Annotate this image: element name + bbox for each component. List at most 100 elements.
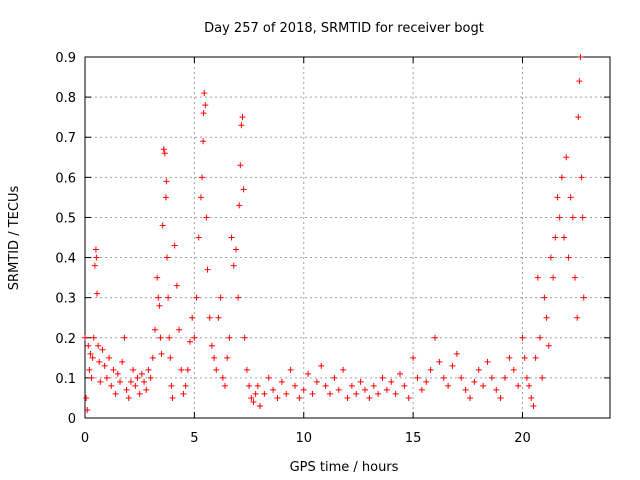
data-point [96,358,103,365]
data-point [84,406,91,413]
data-point [401,382,408,389]
data-point [274,394,281,401]
data-point [114,370,121,377]
x-tick-label: 15 [405,431,422,446]
data-point [563,154,570,161]
data-point [322,382,329,389]
data-point [467,394,473,401]
data-point [545,342,552,349]
data-point [257,402,263,409]
data-point [125,394,132,401]
data-point [222,382,228,389]
data-point [224,354,231,361]
data-point [202,102,209,109]
data-point [318,362,325,369]
data-point [182,382,189,389]
data-point [88,374,95,381]
data-point [327,390,333,397]
data-point [375,390,382,397]
data-point [397,370,403,377]
data-point [191,334,198,341]
data-point [195,234,202,241]
data-point [189,314,196,321]
data-point [232,246,239,253]
data-point [165,294,172,301]
y-tick-label: 0.5 [55,211,76,226]
data-point [357,378,364,385]
x-tick-label: 5 [190,431,198,446]
data-point [184,366,191,373]
data-point [300,386,307,393]
data-point [331,374,338,381]
data-point [265,374,272,381]
data-point [119,358,126,365]
data-point [157,334,164,341]
data-point [155,294,162,301]
data-point [90,334,97,341]
data-point [154,274,161,281]
data-point [152,326,158,333]
data-point [226,334,233,341]
data-point [579,214,586,221]
data-point [103,374,110,381]
data-point [484,358,491,365]
data-point [462,386,469,393]
data-point [453,350,460,357]
data-point [458,374,465,381]
data-point [427,366,434,373]
data-point [506,354,513,361]
data-point [200,138,207,145]
data-point [240,186,247,193]
data-point [204,266,211,273]
data-point [110,366,117,373]
data-point [82,334,88,341]
data-point [161,150,168,157]
data-point [252,390,259,397]
data-point [344,394,351,401]
data-point [164,254,171,261]
data-point [156,302,163,309]
data-point [432,334,438,341]
data-point [532,354,539,361]
data-point [449,362,456,369]
data-point [106,354,113,361]
data-point [163,178,170,185]
data-point [193,294,200,301]
data-point [510,366,517,373]
data-point [168,382,175,389]
data-point [236,202,243,209]
data-point [405,394,412,401]
data-point [335,386,342,393]
data-point [292,382,298,389]
data-point [141,378,148,385]
y-axis-label: SRMTID / TECUs [7,186,22,291]
data-point [305,370,312,377]
data-point [147,374,154,381]
data-point [238,122,245,129]
data-point [313,378,320,385]
data-point [578,174,585,181]
data-point [410,354,417,361]
data-point [201,90,208,97]
data-point [576,78,583,85]
data-point [230,262,237,269]
data-point [558,174,565,181]
data-point [87,350,94,357]
data-point [237,162,244,169]
data-point [362,386,368,393]
data-point [158,350,165,357]
data-point [366,394,373,401]
data-point [199,174,206,181]
y-tick-label: 0.3 [55,292,76,307]
data-point [217,294,224,301]
data-point [541,294,548,301]
data-point [176,326,183,333]
axis-ticks: 0 0.1 0.2 0.3 0.4 0.5 0.6 0.7 0.8 0.9 0 5 10 15 20 [55,51,610,446]
data-point [502,374,508,381]
data-point [89,354,96,361]
data-point [523,374,530,381]
x-tick-label: 20 [514,431,531,446]
x-tick-label: 0 [81,431,89,446]
data-point [86,366,93,373]
